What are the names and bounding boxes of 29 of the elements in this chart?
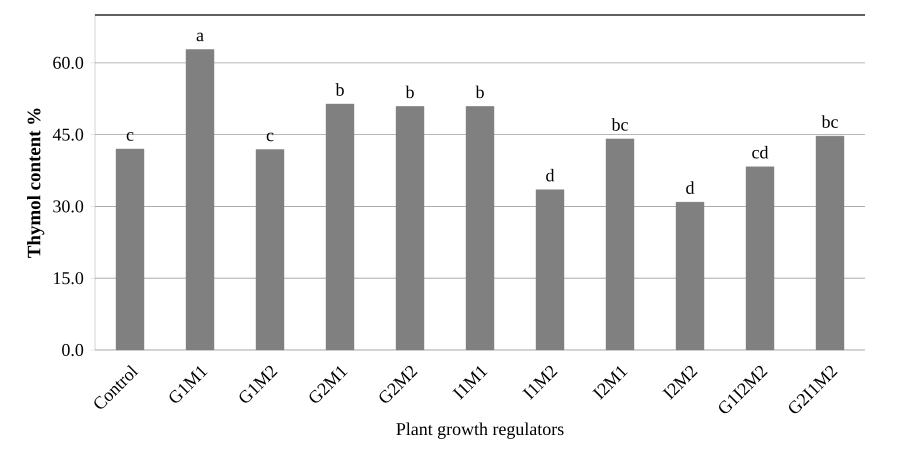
y-axis-title: Thymol content % (27, 108, 44, 258)
y-tick-label: 15.0 (54, 272, 84, 284)
bar (256, 149, 284, 350)
annotation: a (196, 32, 204, 42)
y-tick-label: 0.0 (62, 344, 84, 356)
y-tick-label: 45.0 (52, 128, 84, 141)
annotation: c (126, 132, 134, 141)
annotation: d (546, 168, 554, 182)
y-tick-label: 30.0 (53, 200, 84, 212)
bar (606, 138, 634, 350)
bar (676, 202, 704, 350)
annotation: cd (752, 146, 768, 158)
annotation: b (406, 86, 414, 98)
bar (116, 148, 144, 350)
annotation: bc (822, 115, 838, 128)
annotation: b (476, 86, 484, 98)
bar (466, 106, 494, 350)
annotation: d (686, 181, 694, 194)
bar (536, 189, 564, 350)
bar (816, 136, 844, 350)
y-tick-label: 60.0 (53, 56, 84, 69)
annotation: c (266, 132, 274, 142)
annotation: b (336, 83, 344, 96)
x-axis-title: Plant growth regulators (396, 422, 564, 439)
bar (326, 104, 354, 350)
annotation: bc (612, 118, 628, 131)
bar (746, 166, 774, 350)
bar (186, 49, 214, 350)
bar (396, 106, 424, 350)
